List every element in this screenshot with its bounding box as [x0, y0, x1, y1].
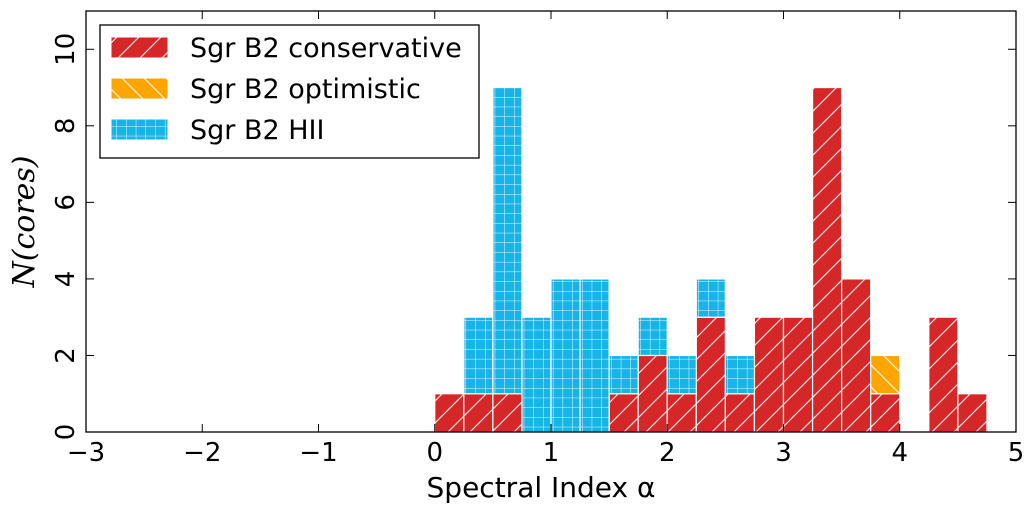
- bar: [724, 393, 756, 433]
- bar: [463, 393, 494, 433]
- bar: [521, 316, 552, 433]
- bar: [841, 278, 872, 433]
- bar: [928, 316, 959, 433]
- y-axis-title: N(cores): [7, 155, 42, 288]
- bars-layer: [434, 86, 988, 433]
- bar: [782, 316, 814, 433]
- bar: [492, 393, 523, 433]
- bar: [608, 354, 639, 395]
- bar: [870, 393, 901, 433]
- bar: [695, 316, 726, 433]
- legend-label: Sgr B2 conservative: [190, 33, 462, 64]
- bar: [666, 354, 697, 395]
- series-sgr-b2-optimistic: [870, 354, 901, 395]
- y-tick-label: 0: [51, 424, 81, 441]
- x-tick-label: 2: [659, 438, 676, 468]
- bar: [492, 86, 523, 395]
- bar: [463, 316, 494, 395]
- bar: [550, 278, 581, 433]
- legend-swatch: [110, 118, 169, 141]
- legend-item: Sgr B2 optimistic: [110, 74, 421, 105]
- bar: [695, 278, 726, 318]
- y-tick-label: 10: [51, 33, 81, 66]
- bar: [724, 354, 756, 395]
- bar: [608, 393, 639, 433]
- series-sgr-b2-conservative: [434, 86, 988, 433]
- bar: [637, 316, 668, 357]
- series-sgr-b2-hii: [463, 86, 756, 433]
- x-axis-title: Spectral Index α: [427, 471, 656, 504]
- legend-item: Sgr B2 conservative: [110, 33, 462, 64]
- x-tick-label: −1: [299, 438, 337, 468]
- x-tick-label: 3: [775, 438, 792, 468]
- x-tick-label: −3: [67, 438, 105, 468]
- bar: [666, 393, 697, 433]
- bar: [579, 278, 610, 433]
- y-tick-label: 8: [51, 118, 81, 135]
- y-tick-label: 6: [51, 194, 81, 211]
- axes-layer: −3 −2 −1 0 1 2 3 4 5 0 2 4 6 8 10 Spectral Index α N(cor…: [7, 10, 1025, 504]
- legend-item: Sgr B2 HII: [110, 115, 324, 146]
- x-tick-label: 4: [891, 438, 908, 468]
- x-tick-label: 1: [543, 438, 560, 468]
- x-tick-label: 5: [1008, 438, 1025, 468]
- x-tick-label: −2: [183, 438, 221, 468]
- bar: [637, 354, 668, 433]
- x-tick-label: 0: [426, 438, 443, 468]
- y-tick-label: 2: [51, 347, 81, 364]
- legend-label: Sgr B2 HII: [190, 115, 324, 146]
- bar: [434, 393, 465, 433]
- legend-swatch: [110, 77, 169, 100]
- bar: [811, 86, 843, 433]
- y-tick-label: 4: [51, 271, 81, 288]
- legend: Sgr B2 conservative Sgr B2 optimistic Sgr …: [99, 24, 480, 159]
- bar: [957, 393, 988, 433]
- legend-label: Sgr B2 optimistic: [190, 74, 421, 105]
- legend-swatch: [110, 36, 169, 59]
- bar: [753, 316, 785, 433]
- bar: [870, 354, 901, 395]
